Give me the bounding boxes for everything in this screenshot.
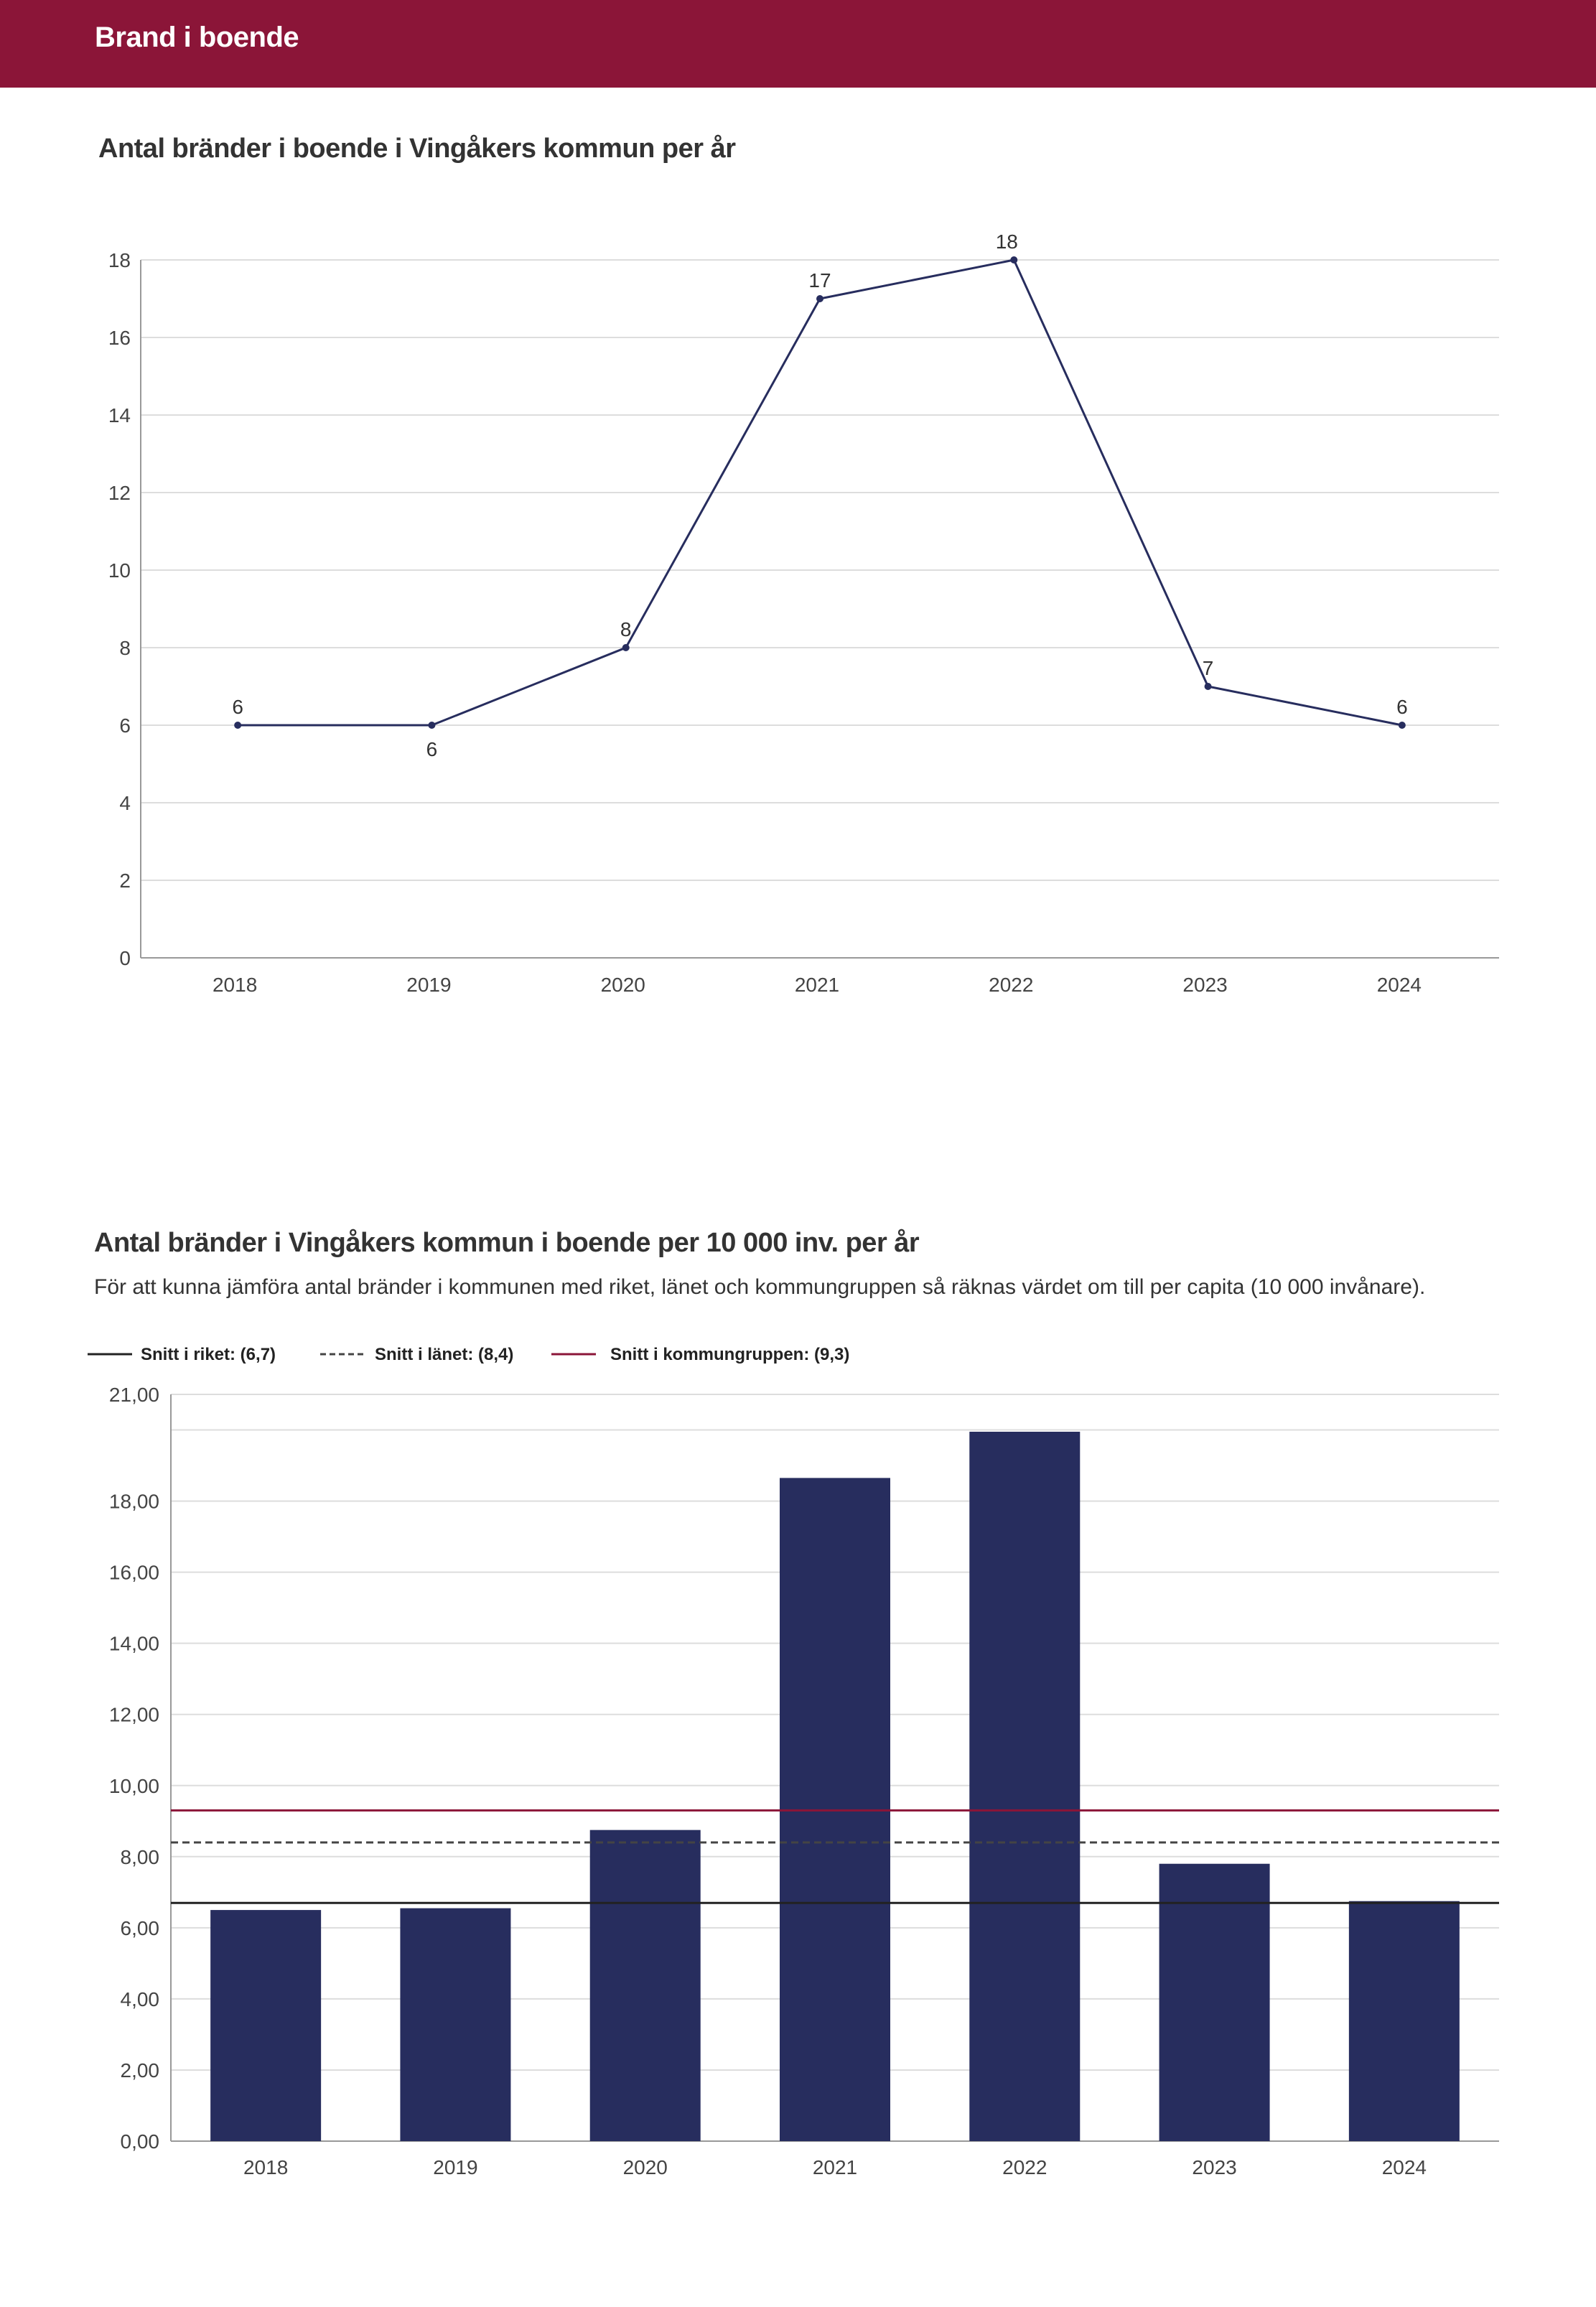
line-chart-title: Antal bränder i boende i Vingåkers kommu…: [98, 134, 736, 164]
bar: [589, 1830, 701, 2141]
y-tick-label: 2,00: [121, 2059, 160, 2082]
bar: [969, 1432, 1081, 2141]
data-label: 6: [426, 738, 438, 760]
data-label: 17: [808, 269, 831, 292]
legend-entry: Snitt i kommungruppen: (9,3): [610, 1345, 849, 1364]
y-tick-label: 8,00: [121, 1846, 160, 1868]
x-tick-label: 2023: [1182, 974, 1227, 996]
x-tick-label: 2024: [1382, 2156, 1427, 2178]
data-label: 7: [1203, 657, 1214, 679]
data-point: [816, 295, 823, 302]
data-point: [1204, 683, 1212, 690]
y-tick-label: 21,00: [109, 1384, 159, 1406]
y-tick-label: 16,00: [109, 1562, 159, 1584]
y-tick-label: 18,00: [109, 1491, 159, 1513]
data-label: 6: [232, 696, 243, 718]
legend-entry: Snitt i riket: (6,7): [141, 1345, 276, 1364]
bar: [400, 1908, 511, 2141]
data-point: [428, 722, 436, 729]
y-tick-label: 0,00: [121, 2130, 160, 2153]
y-tick-label: 0: [119, 947, 131, 969]
x-tick-label: 2021: [795, 974, 839, 996]
y-tick-label: 8: [119, 637, 131, 659]
data-point: [234, 722, 242, 729]
bar-chart-title: Antal bränder i Vingåkers kommun i boend…: [94, 1228, 920, 1258]
page-header: Brand i boende: [0, 0, 1596, 88]
data-point: [1398, 722, 1406, 729]
x-tick-label: 2019: [406, 974, 451, 996]
y-tick-label: 2: [119, 870, 131, 892]
y-tick-label: 4,00: [121, 1988, 160, 2010]
y-tick-label: 4: [119, 792, 131, 814]
x-tick-label: 2023: [1192, 2156, 1236, 2178]
y-tick-label: 12,00: [109, 1704, 159, 1726]
y-tick-label: 14,00: [109, 1633, 159, 1655]
legend-entry: Snitt i länet: (8,4): [375, 1345, 513, 1364]
y-tick-label: 16: [108, 327, 131, 349]
y-tick-label: 6: [119, 714, 131, 737]
data-label: 6: [1396, 696, 1408, 718]
bar: [210, 1910, 322, 2141]
x-tick-label: 2024: [1377, 974, 1422, 996]
y-tick-label: 12: [108, 482, 131, 504]
x-tick-label: 2022: [989, 974, 1033, 996]
y-tick-label: 10: [108, 559, 131, 582]
x-tick-label: 2021: [813, 2156, 857, 2178]
x-tick-label: 2018: [243, 2156, 288, 2178]
y-tick-label: 6,00: [121, 1917, 160, 1939]
line-chart: 0 2 4 6 8 10 12 14 16 18 2018 2019 2020 2021 2022 2023 2…: [108, 230, 1499, 996]
data-point: [622, 644, 630, 651]
data-label: 8: [620, 618, 632, 640]
y-tick-label: 18: [108, 249, 131, 271]
y-tick-label: 10,00: [109, 1775, 159, 1797]
x-tick-label: 2018: [213, 974, 257, 996]
x-tick-label: 2022: [1002, 2156, 1047, 2178]
bar-chart-subtitle: För att kunna jämföra antal bränder i ko…: [94, 1275, 1426, 1299]
x-tick-label: 2020: [623, 2156, 668, 2178]
page-title: Brand i boende: [95, 22, 299, 53]
data-label: 18: [996, 230, 1018, 253]
x-tick-label: 2020: [601, 974, 645, 996]
bar: [1348, 1901, 1460, 2141]
bar: [1159, 1863, 1270, 2141]
x-tick-label: 2019: [433, 2156, 477, 2178]
data-point: [1010, 256, 1018, 264]
y-tick-label: 14: [108, 404, 131, 427]
